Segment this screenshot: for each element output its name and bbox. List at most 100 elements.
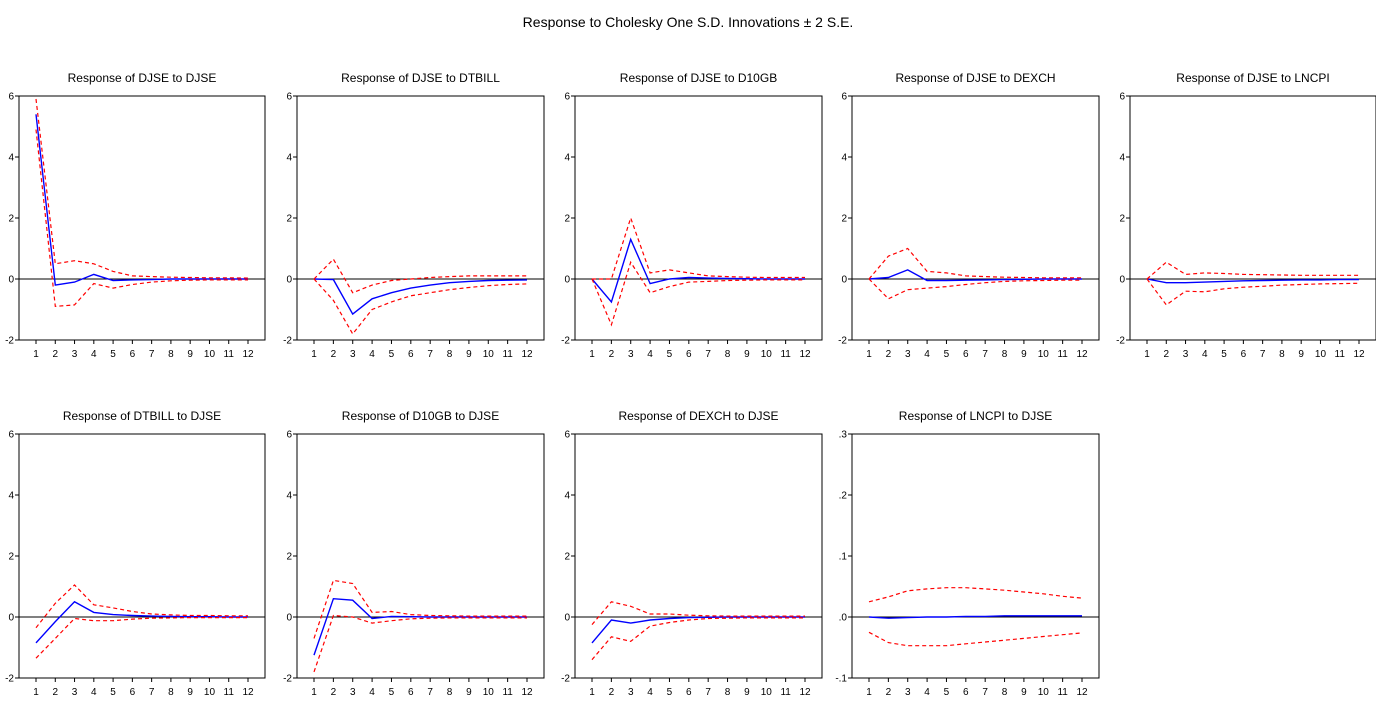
x-tick-label: 10 <box>1315 349 1327 360</box>
lower-band-line <box>591 260 805 327</box>
x-tick-label: 8 <box>447 687 453 698</box>
y-tick-label: 6 <box>286 430 292 441</box>
y-tick-label: 0 <box>841 275 847 286</box>
x-tick-label: 4 <box>924 687 930 698</box>
y-tick-label: 0 <box>286 275 292 286</box>
x-tick-label: 9 <box>466 349 472 360</box>
panel-title: Response of DJSE to LNCPI <box>1176 71 1329 85</box>
upper-band-line <box>868 247 1082 280</box>
panel-title: Response of DTBILL to DJSE <box>63 409 221 423</box>
y-tick-label: 4 <box>286 491 292 502</box>
x-tick-label: 6 <box>1241 349 1247 360</box>
x-tick-label: 4 <box>369 349 375 360</box>
x-tick-label: 8 <box>725 349 731 360</box>
x-tick-label: 10 <box>483 349 495 360</box>
panel-title: Response of D10GB to DJSE <box>342 409 499 423</box>
x-tick-label: 4 <box>91 349 97 360</box>
upper-band-line <box>1146 261 1359 280</box>
panel-frame <box>18 95 266 341</box>
x-tick-label: 1 <box>33 349 39 360</box>
panel-title: Response of DJSE to DJSE <box>68 71 217 85</box>
x-tick-label: 9 <box>187 687 193 698</box>
panel-title: Response of DEXCH to DJSE <box>618 409 778 423</box>
x-tick-label: 6 <box>963 349 969 360</box>
x-tick-label: 5 <box>389 349 395 360</box>
x-tick-label: 10 <box>1038 687 1050 698</box>
x-tick-label: 5 <box>667 687 673 698</box>
upper-band-line <box>35 98 249 279</box>
x-tick-label: 3 <box>72 687 78 698</box>
y-tick-label: -2 <box>561 336 570 347</box>
x-tick-label: 12 <box>242 349 254 360</box>
x-tick-label: 10 <box>761 349 773 360</box>
y-tick-label: 6 <box>841 92 847 103</box>
x-tick-label: 7 <box>1260 349 1266 360</box>
x-tick-label: 7 <box>982 687 988 698</box>
y-tick-label: -2 <box>838 336 847 347</box>
y-tick-label: -2 <box>5 674 14 685</box>
lower-band-line <box>35 616 248 659</box>
y-tick-label: 4 <box>286 153 292 164</box>
response-line <box>868 269 1082 282</box>
x-tick-label: 12 <box>799 687 811 698</box>
x-tick-label: 12 <box>521 349 533 360</box>
x-tick-label: 7 <box>149 349 155 360</box>
x-tick-label: 2 <box>609 687 615 698</box>
irf-panel-9: Response of LNCPI to DJSE-.1.0.1.2.31 2 3 4… <box>835 409 1100 698</box>
x-tick-label: 11 <box>780 349 791 360</box>
x-tick-label: 11 <box>1057 687 1068 698</box>
x-tick-label: 6 <box>130 349 136 360</box>
x-tick-label: 12 <box>1076 349 1088 360</box>
x-tick-label: 2 <box>331 687 337 698</box>
x-tick-label: 3 <box>350 349 356 360</box>
upper-band-line <box>592 216 805 280</box>
lower-band-line <box>868 631 1083 647</box>
panel-frame <box>851 433 1100 679</box>
x-tick-label: 4 <box>924 349 930 360</box>
upper-band-line <box>868 587 1083 603</box>
panel-frame <box>574 433 823 679</box>
x-tick-label: 7 <box>705 349 711 360</box>
lower-band-line <box>1146 278 1360 306</box>
panel-frame <box>18 433 266 679</box>
panel-frame <box>1129 95 1376 341</box>
y-tick-label: 4 <box>8 491 14 502</box>
y-tick-label: .0 <box>839 613 848 624</box>
y-tick-label: 6 <box>564 430 570 441</box>
x-tick-label: 11 <box>502 349 513 360</box>
y-tick-label: 4 <box>1119 153 1125 164</box>
response-line <box>868 615 1082 619</box>
x-tick-label: 5 <box>389 687 395 698</box>
x-tick-label: 1 <box>311 687 317 698</box>
x-tick-label: 5 <box>110 349 116 360</box>
x-tick-label: 11 <box>780 687 791 698</box>
y-tick-label: 4 <box>841 153 847 164</box>
panel-frame <box>296 95 545 341</box>
y-tick-label: -2 <box>283 674 292 685</box>
x-tick-label: 2 <box>609 349 615 360</box>
x-tick-label: 9 <box>1021 687 1027 698</box>
x-tick-label: 7 <box>982 349 988 360</box>
response-line <box>591 616 805 644</box>
x-tick-label: 2 <box>886 349 892 360</box>
y-tick-label: 2 <box>841 214 847 225</box>
panel-title: Response of DJSE to DEXCH <box>895 71 1055 85</box>
upper-band-line <box>313 579 527 639</box>
y-tick-label: 6 <box>286 92 292 103</box>
lower-band-line <box>868 278 1082 300</box>
y-tick-label: .3 <box>839 430 848 441</box>
y-tick-label: 6 <box>8 430 14 441</box>
x-tick-label: 7 <box>427 349 433 360</box>
lower-band-line <box>35 129 248 308</box>
x-tick-label: 9 <box>744 687 750 698</box>
x-tick-label: 1 <box>589 349 595 360</box>
x-tick-label: 4 <box>369 687 375 698</box>
x-tick-label: 1 <box>33 687 39 698</box>
lower-band-line <box>313 278 528 335</box>
x-tick-label: 12 <box>242 687 254 698</box>
y-tick-label: 6 <box>1119 92 1125 103</box>
x-tick-label: 9 <box>187 349 193 360</box>
